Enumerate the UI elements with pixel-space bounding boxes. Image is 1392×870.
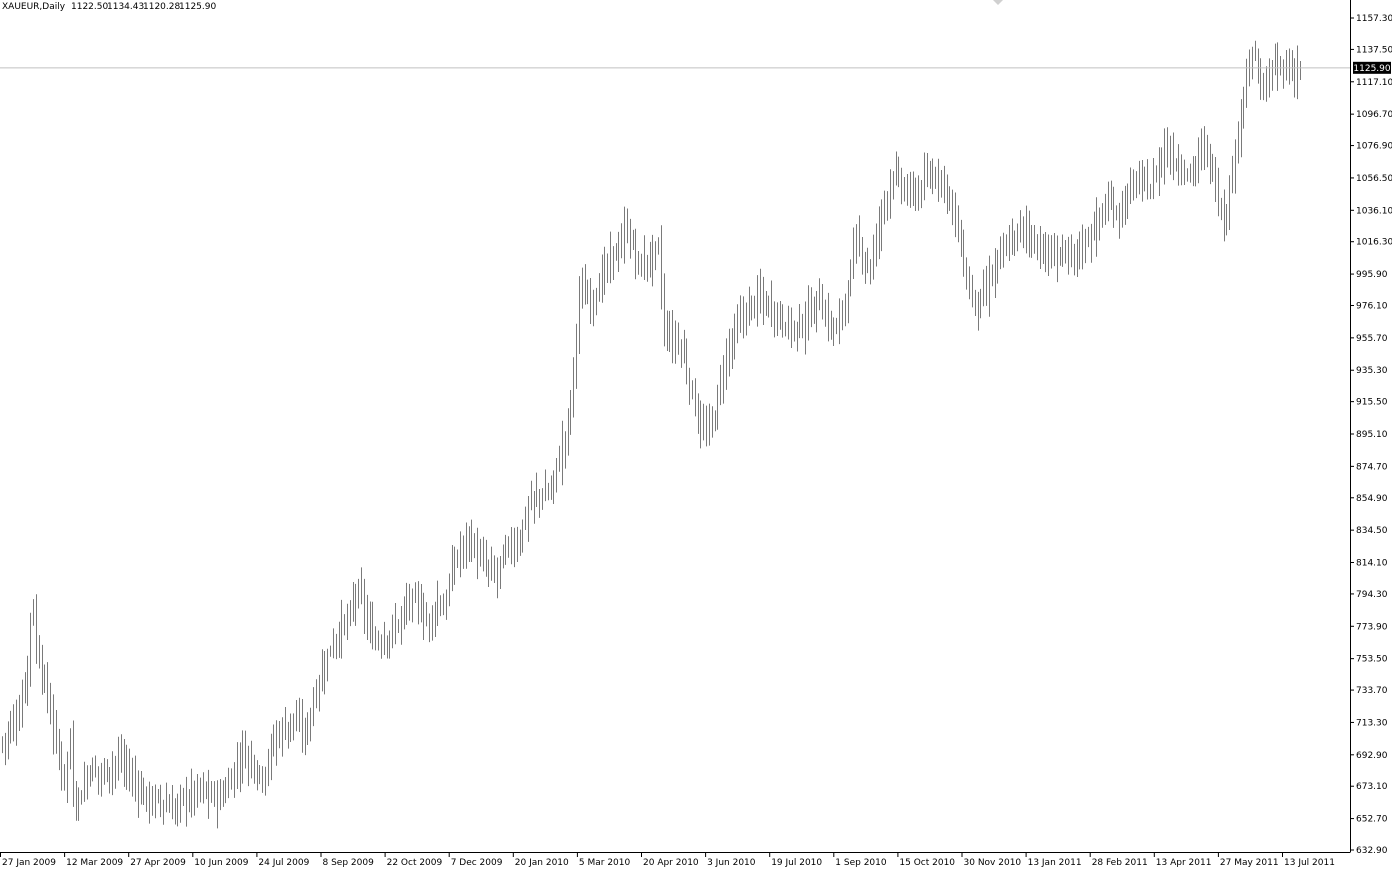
x-tick-label: 20 Jan 2010: [515, 858, 569, 868]
chart-header: XAUEUR,Daily 1122.50 1134.43 1120.28 112…: [2, 2, 216, 12]
y-tick-label: 814.10: [1356, 559, 1388, 569]
time-axis: 27 Jan 2009 12 Mar 2009 27 Apr 2009 10 Jun …: [0, 852, 1335, 868]
y-tick-label: 1157.30: [1356, 14, 1392, 24]
low-value: 1120.28: [143, 2, 180, 12]
symbol-label: XAUEUR,Daily: [2, 2, 66, 12]
price-axis: 1157.30 1137.50 1117.10 1096.70 1076.90 1056.…: [1350, 14, 1392, 856]
y-tick-label: 1096.70: [1356, 110, 1392, 120]
close-value: 1125.90: [179, 2, 216, 12]
x-tick-label: 13 Apr 2011: [1156, 858, 1212, 868]
x-tick-label: 12 Mar 2009: [66, 858, 123, 868]
x-tick-label: 10 Jun 2009: [194, 858, 248, 868]
y-tick-label: 1016.30: [1356, 238, 1392, 248]
x-tick-label: 27 Jan 2009: [2, 858, 56, 868]
y-tick-label: 713.30: [1356, 718, 1388, 728]
x-tick-label: 27 May 2011: [1220, 858, 1279, 868]
y-tick-label: 955.70: [1356, 334, 1388, 344]
y-tick-label: 692.90: [1356, 751, 1388, 761]
current-price-label: 1125.90: [1353, 64, 1390, 74]
current-price-badge: 1125.90: [1353, 61, 1391, 74]
x-tick-label: 22 Oct 2009: [387, 858, 443, 868]
x-tick-label: 13 Jul 2011: [1284, 858, 1335, 868]
y-tick-label: 1137.50: [1356, 45, 1392, 55]
y-tick-label: 935.30: [1356, 366, 1388, 376]
y-tick-label: 874.70: [1356, 462, 1388, 472]
x-tick-label: 28 Feb 2011: [1092, 858, 1148, 868]
x-tick-label: 5 Mar 2010: [579, 858, 631, 868]
x-tick-label: 27 Apr 2009: [130, 858, 186, 868]
x-tick-label: 19 Jul 2010: [771, 858, 822, 868]
high-value: 1134.43: [107, 2, 144, 12]
y-tick-label: 834.50: [1356, 526, 1388, 536]
y-tick-label: 733.70: [1356, 686, 1388, 696]
y-tick-label: 915.50: [1356, 398, 1388, 408]
x-tick-label: 3 Jun 2010: [707, 858, 756, 868]
y-tick-label: 794.30: [1356, 590, 1388, 600]
open-value: 1122.50: [71, 2, 108, 12]
x-tick-label: 15 Oct 2010: [899, 858, 955, 868]
x-tick-label: 24 Jul 2009: [258, 858, 309, 868]
y-tick-label: 976.10: [1356, 301, 1388, 311]
y-tick-label: 773.90: [1356, 622, 1388, 632]
y-tick-label: 1117.10: [1356, 78, 1392, 88]
y-tick-label: 673.10: [1356, 782, 1388, 792]
y-tick-label: 1036.10: [1356, 206, 1392, 216]
x-tick-label: 30 Nov 2010: [964, 858, 1022, 868]
x-tick-label: 13 Jan 2011: [1028, 858, 1082, 868]
scroll-marker-icon[interactable]: [993, 0, 1003, 5]
ohlc-bars: [2, 40, 1301, 829]
y-tick-label: 1076.90: [1356, 142, 1392, 152]
y-tick-label: 652.70: [1356, 815, 1388, 825]
y-tick-label: 895.10: [1356, 430, 1388, 440]
x-tick-label: 20 Apr 2010: [643, 858, 699, 868]
y-tick-label: 995.90: [1356, 270, 1388, 280]
y-tick-label: 854.90: [1356, 494, 1388, 504]
y-tick-label: 632.90: [1356, 846, 1388, 856]
y-tick-label: 753.50: [1356, 655, 1388, 665]
x-tick-label: 1 Sep 2010: [835, 858, 887, 868]
x-tick-label: 7 Dec 2009: [451, 858, 503, 868]
y-tick-label: 1056.50: [1356, 174, 1392, 184]
x-tick-label: 8 Sep 2009: [323, 858, 375, 868]
